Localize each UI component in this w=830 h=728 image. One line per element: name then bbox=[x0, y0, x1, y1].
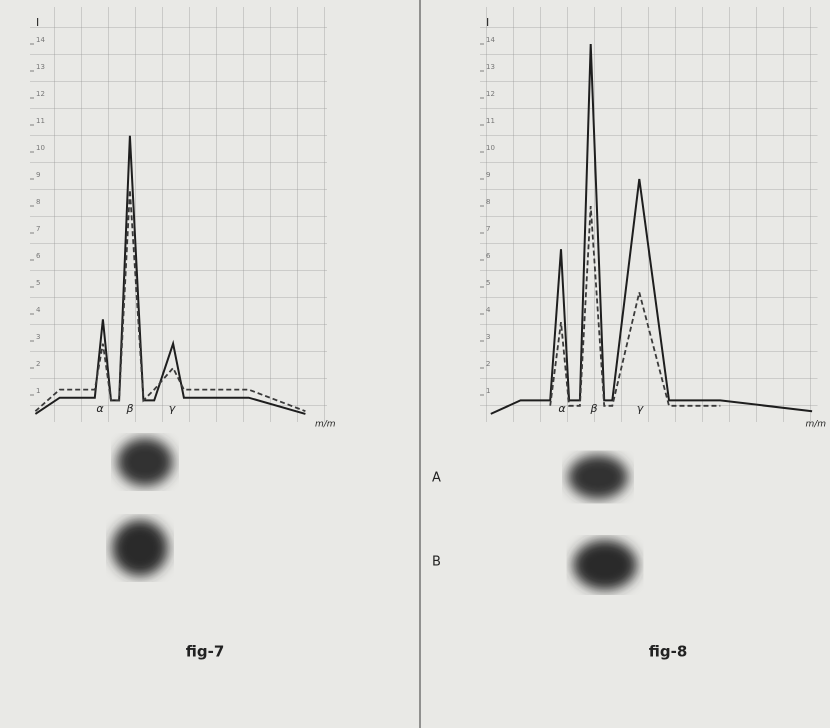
y-tick-label: 2 bbox=[486, 360, 490, 368]
y-tick-label: 10 bbox=[36, 144, 45, 152]
graph-paper bbox=[30, 7, 327, 422]
spot bbox=[112, 520, 168, 576]
y-tick-label: 13 bbox=[486, 63, 495, 71]
spot bbox=[568, 455, 628, 499]
y-tick-label: 2 bbox=[36, 360, 40, 368]
y-axis-label: I bbox=[36, 16, 39, 29]
y-tick-label: 3 bbox=[486, 333, 490, 341]
peak-label: β bbox=[125, 402, 133, 415]
data-line bbox=[34, 135, 306, 415]
y-axis-label: I bbox=[486, 16, 489, 29]
peak-label: α bbox=[96, 402, 104, 415]
spot bbox=[573, 540, 637, 590]
y-tick-label: 12 bbox=[486, 90, 495, 98]
y-tick-label: 9 bbox=[486, 171, 490, 179]
data-line bbox=[490, 43, 813, 415]
y-tick-label: 12 bbox=[36, 90, 45, 98]
spot bbox=[117, 438, 173, 486]
y-tick-label: 14 bbox=[36, 36, 45, 44]
sample-label: A bbox=[432, 471, 441, 486]
y-tick-label: 13 bbox=[36, 63, 45, 71]
figure-caption: fig-8 bbox=[649, 643, 688, 661]
y-tick-label: 1 bbox=[36, 387, 40, 395]
y-tick-label: 8 bbox=[486, 198, 490, 206]
y-tick-label: 6 bbox=[486, 252, 491, 260]
data-line bbox=[549, 205, 721, 407]
peak-label: γ bbox=[169, 402, 176, 415]
y-tick-label: 5 bbox=[486, 279, 490, 287]
data-line bbox=[34, 189, 306, 413]
y-tick-label: 14 bbox=[486, 36, 495, 44]
y-tick-label: 11 bbox=[36, 117, 45, 125]
graph-paper bbox=[480, 7, 818, 422]
peak-label: β bbox=[589, 402, 597, 415]
y-tick-label: 9 bbox=[36, 171, 40, 179]
y-tick-label: 10 bbox=[486, 144, 495, 152]
y-tick-label: 6 bbox=[36, 252, 41, 260]
y-tick-label: 1 bbox=[486, 387, 490, 395]
y-tick-label: 7 bbox=[486, 225, 490, 233]
figure-caption: fig-7 bbox=[186, 643, 225, 661]
peak-label: α bbox=[558, 402, 566, 415]
y-tick-label: 5 bbox=[36, 279, 40, 287]
peak-label: γ bbox=[637, 402, 644, 415]
y-tick-label: 3 bbox=[36, 333, 40, 341]
y-tick-label: 11 bbox=[486, 117, 495, 125]
y-tick-label: 7 bbox=[36, 225, 40, 233]
x-axis-label: m/m bbox=[806, 420, 827, 430]
y-tick-label: 4 bbox=[36, 306, 41, 314]
y-tick-label: 8 bbox=[36, 198, 40, 206]
spots bbox=[112, 438, 637, 590]
sample-label: B bbox=[432, 555, 441, 570]
y-tick-label: 4 bbox=[486, 306, 491, 314]
x-axis-label: m/m bbox=[315, 420, 336, 430]
